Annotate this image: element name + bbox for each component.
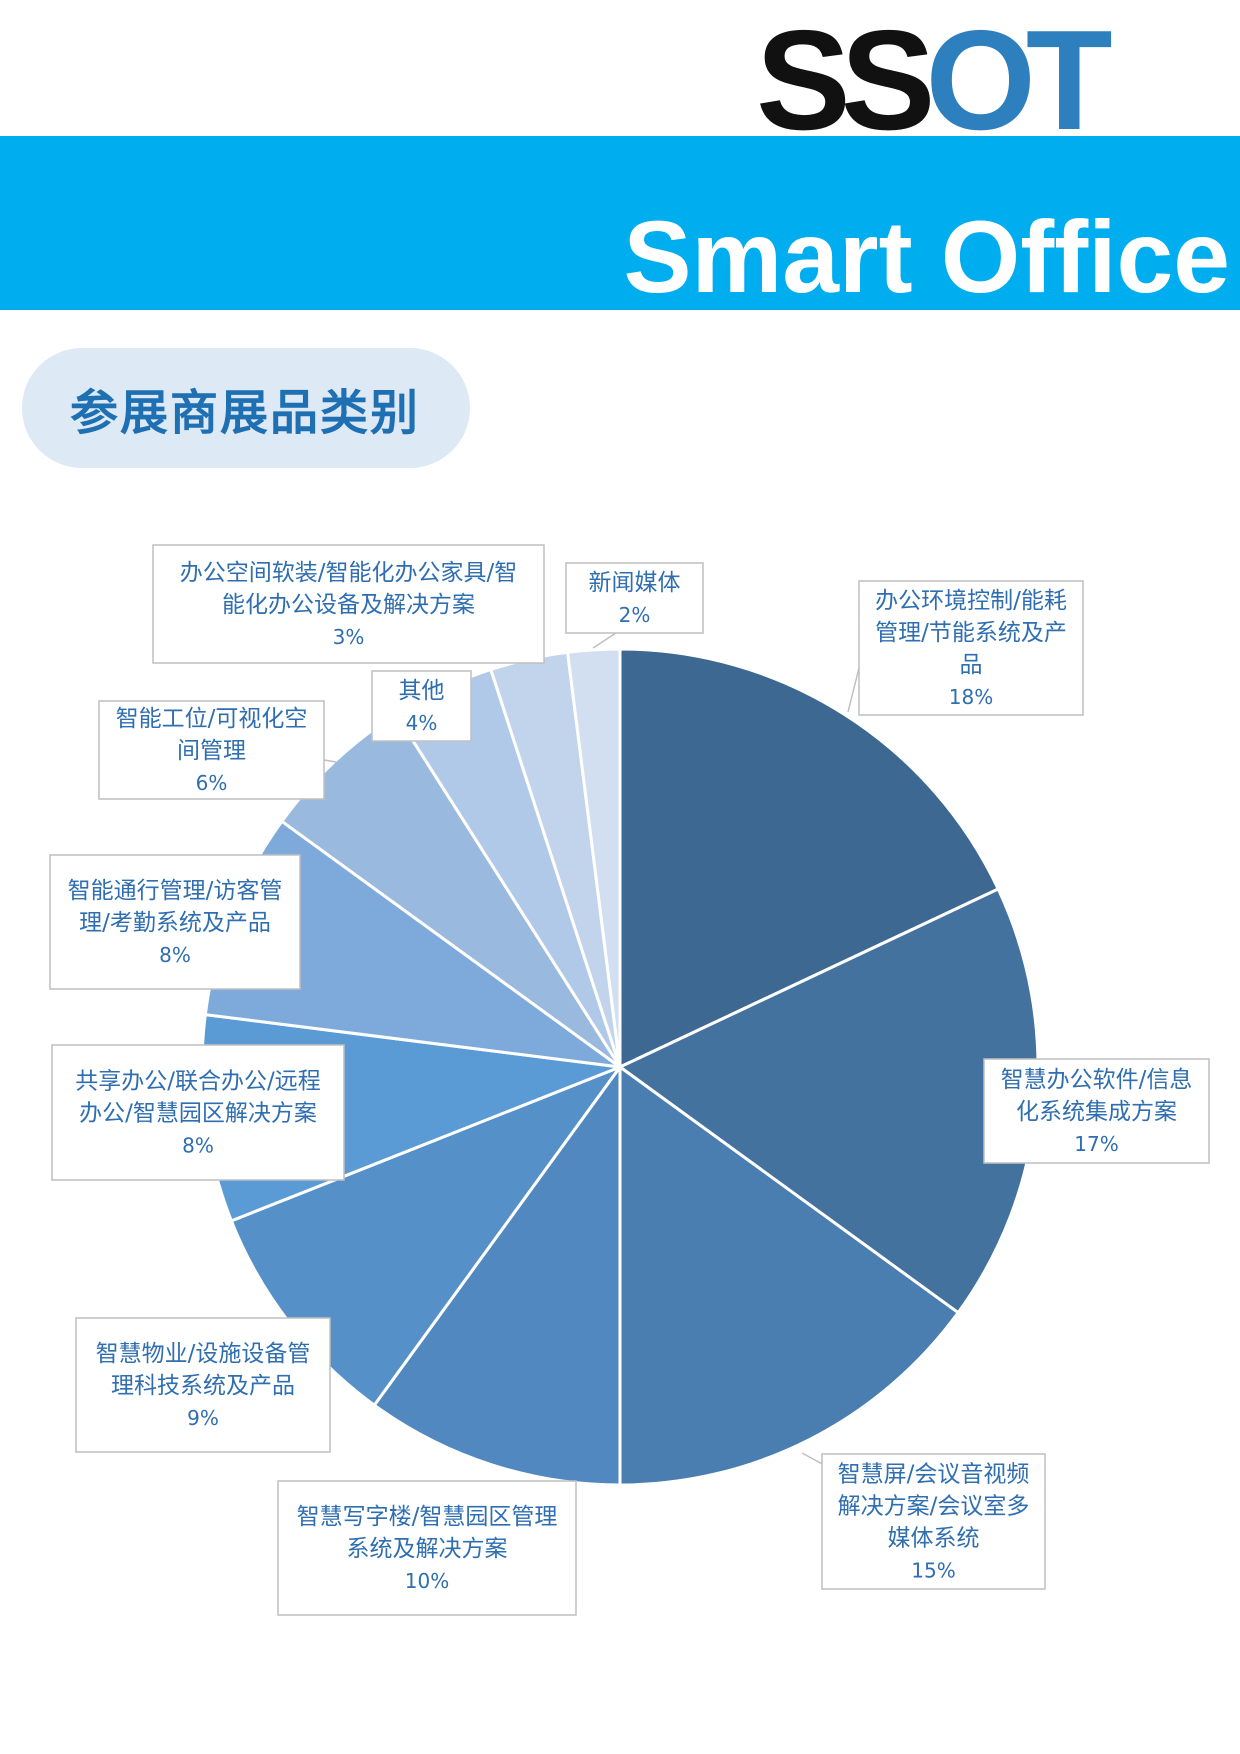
- data-label-text: 理科技系统及产品: [111, 1373, 295, 1399]
- data-label-text: 办公空间软装/智能化办公家具/智: [180, 560, 518, 586]
- data-label-percent: 2%: [619, 603, 651, 627]
- pie-slice-3: [618, 1064, 961, 1487]
- data-label-text: 管理/节能系统及产: [875, 620, 1067, 646]
- data-label-text: 办公环境控制/能耗: [875, 588, 1067, 614]
- data-label-percent: 8%: [182, 1134, 214, 1158]
- data-label-box: [152, 544, 545, 664]
- data-label-9: 其他 4%: [371, 670, 472, 742]
- data-label-text: 智能通行管理/访客管: [68, 878, 283, 904]
- data-label-text: 智慧办公软件/信息: [1001, 1067, 1193, 1093]
- data-label-box: [75, 1317, 331, 1453]
- data-label-text: 智能工位/可视化空: [116, 706, 308, 732]
- data-label-box: [51, 1044, 345, 1181]
- data-label-box: [98, 700, 325, 800]
- data-label-box: [858, 580, 1084, 716]
- data-label-percent: 10%: [405, 1569, 449, 1593]
- data-label-text: 智慧物业/设施设备管: [96, 1341, 311, 1367]
- leader-line-8: [323, 759, 337, 763]
- data-label-text: 化系统集成方案: [1016, 1099, 1177, 1125]
- data-label-percent: 15%: [911, 1559, 955, 1583]
- data-label-box: [277, 1480, 577, 1616]
- data-label-text: 共享办公/联合办公/远程: [75, 1069, 321, 1095]
- data-label-percent: 9%: [187, 1406, 219, 1430]
- data-label-text: 智慧屏/会议音视频: [838, 1462, 1030, 1488]
- section-title-pill: 参展商展品类别: [22, 348, 470, 468]
- ssot-logo: SSOT: [756, 10, 1113, 152]
- data-label-text: 解决方案/会议室多: [838, 1494, 1030, 1520]
- data-label-percent: 18%: [949, 685, 993, 709]
- data-label-percent: 6%: [196, 771, 228, 795]
- data-label-text: 新闻媒体: [589, 570, 681, 596]
- data-label-text: 理/考勤系统及产品: [79, 910, 271, 936]
- data-label-text: 间管理: [177, 738, 246, 764]
- data-label-percent: 4%: [406, 711, 438, 735]
- data-label-text: 智慧写字楼/智慧园区管理: [297, 1504, 558, 1530]
- data-label-box: [821, 1453, 1046, 1590]
- section-title: 参展商展品类别: [70, 385, 421, 441]
- data-label-percent: 3%: [333, 625, 365, 649]
- pie-slices: [200, 647, 1040, 1487]
- pie-slice-11: [565, 647, 622, 1068]
- leader-line-11: [592, 632, 617, 649]
- data-label-percent: 17%: [1074, 1132, 1118, 1156]
- data-label-text: 媒体系统: [888, 1526, 980, 1552]
- data-label-text: 品: [960, 652, 983, 678]
- data-label-percent: 8%: [159, 943, 191, 967]
- data-label-box: [371, 670, 472, 742]
- data-label-text: 系统及解决方案: [347, 1536, 508, 1562]
- data-label-11: 新闻媒体 2%: [565, 562, 704, 634]
- data-label-text: 办公/智慧园区解决方案: [79, 1101, 317, 1127]
- logo-part-2: OT: [925, 1, 1112, 160]
- logo-part-1: SS: [756, 1, 935, 160]
- data-label-box: [49, 854, 301, 990]
- data-label-box: [565, 562, 704, 634]
- pie-slice-1: [618, 647, 1001, 1070]
- banner-title: Smart Office: [623, 200, 1230, 314]
- data-label-box: [983, 1058, 1210, 1164]
- data-label-text: 能化办公设备及解决方案: [222, 592, 475, 618]
- pie-slice-4: [372, 1062, 622, 1487]
- header-banner: Smart Office: [0, 136, 1240, 310]
- data-label-text: 其他: [399, 678, 445, 704]
